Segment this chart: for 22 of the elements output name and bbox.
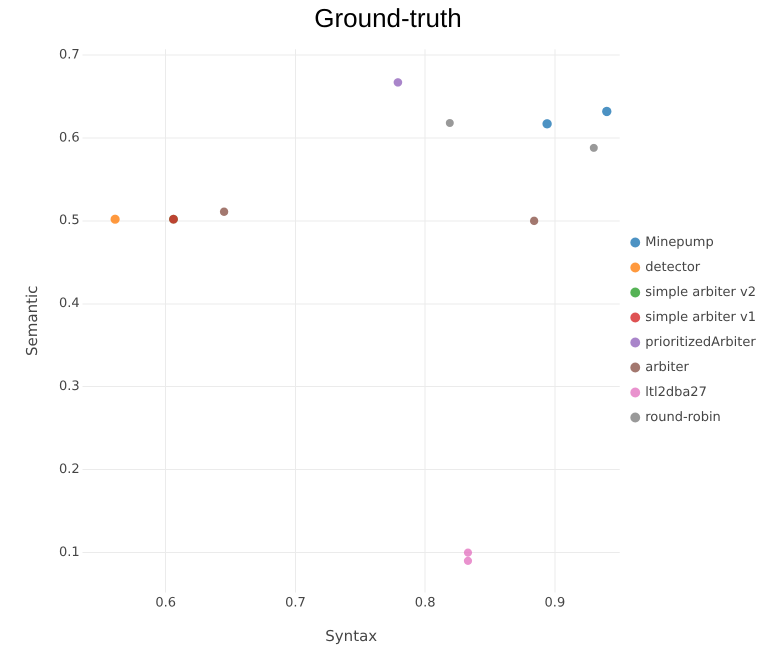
- y-axis-title: Semantic: [22, 286, 41, 356]
- x-tick-label: 0.8: [414, 596, 436, 611]
- x-tick-label: 0.6: [155, 596, 176, 611]
- y-tick-label: 0.2: [58, 462, 80, 478]
- legend-label: ltl2dba27: [645, 384, 707, 400]
- y-tick-label: 0.4: [58, 296, 80, 312]
- x-tick-label: 0.7: [285, 596, 306, 611]
- legend-label: Minepump: [645, 234, 714, 250]
- y-tick-label: 0.6: [58, 130, 80, 146]
- legend-label: simple arbiter v1: [645, 310, 756, 325]
- legend-label: prioritizedArbiter: [645, 334, 756, 350]
- legend-label: arbiter: [645, 360, 690, 375]
- y-tick-label: 0.5: [58, 213, 80, 228]
- legend-label: simple arbiter v2: [645, 284, 756, 300]
- y-tick-label: 0.7: [58, 47, 80, 62]
- legend-label: round-robin: [645, 410, 721, 425]
- x-tick-label: 0.9: [544, 596, 566, 611]
- x-axis-title: Syntax: [325, 626, 378, 645]
- legend-label: detector: [645, 260, 701, 275]
- chart-title: Ground-truth: [314, 2, 462, 33]
- y-tick-label: 0.1: [58, 544, 80, 560]
- y-tick-label: 0.3: [58, 379, 80, 394]
